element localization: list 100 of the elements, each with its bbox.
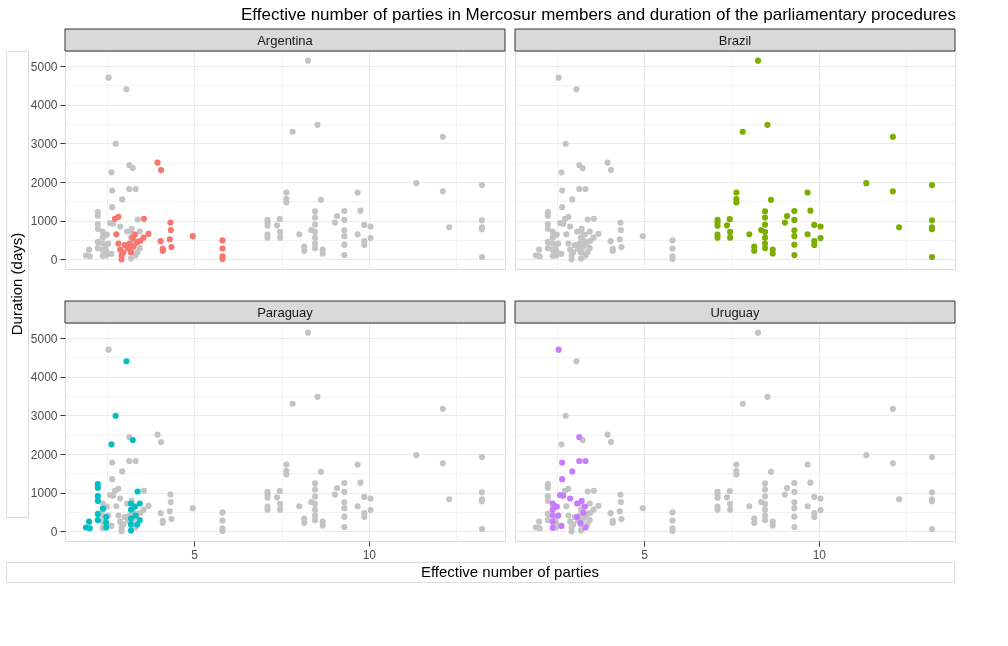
point [166, 236, 173, 243]
point [167, 226, 174, 234]
point [726, 216, 733, 223]
point [761, 208, 769, 215]
point [817, 235, 824, 242]
point [124, 245, 131, 252]
point [219, 245, 226, 252]
point [145, 230, 152, 237]
x-tick-label: 10 [812, 547, 827, 562]
point [555, 346, 562, 353]
point [94, 497, 101, 504]
point [558, 522, 565, 529]
point [761, 214, 769, 221]
point [86, 518, 93, 525]
point [168, 243, 175, 251]
point [581, 503, 588, 510]
point [928, 182, 936, 189]
point [817, 223, 824, 230]
point [549, 500, 556, 507]
point [129, 437, 136, 444]
point [807, 207, 814, 214]
y-tick-label: 0 [50, 252, 58, 267]
point [157, 166, 165, 174]
point [761, 245, 769, 252]
point [863, 180, 870, 187]
point [94, 517, 101, 524]
y-tick-label: 1000 [30, 486, 58, 501]
point [764, 121, 771, 128]
point [761, 228, 769, 235]
point [167, 219, 174, 226]
point [569, 468, 576, 475]
point [723, 222, 731, 229]
point [889, 188, 896, 195]
point [136, 500, 143, 507]
point [574, 500, 581, 507]
point [559, 459, 566, 466]
point [727, 228, 734, 235]
point [896, 224, 903, 231]
point [118, 256, 125, 263]
point [154, 159, 161, 166]
y-tick-label: 5000 [30, 59, 58, 74]
text: Paraguay [257, 305, 314, 320]
x-tick-label: 5 [641, 547, 649, 562]
point [549, 518, 556, 525]
point [112, 412, 119, 419]
point [804, 189, 811, 196]
y-tick-label: 3000 [30, 136, 58, 151]
point [928, 217, 936, 224]
point [94, 493, 101, 500]
point [113, 231, 120, 238]
y-axis-title: Duration (days) [8, 232, 25, 336]
point [189, 233, 196, 240]
point [928, 253, 936, 261]
point [767, 196, 775, 203]
point [219, 237, 226, 244]
point [108, 441, 115, 448]
point [140, 215, 147, 222]
point [739, 128, 746, 135]
point [134, 488, 141, 495]
text: Uruguay [710, 305, 761, 320]
x-axis-title: Effective number of parties [420, 563, 600, 580]
point [791, 233, 798, 240]
y-tick-label: 4000 [30, 370, 58, 385]
point [576, 457, 583, 465]
point [123, 358, 130, 365]
point [783, 212, 791, 220]
point [549, 524, 556, 531]
point [103, 524, 110, 531]
text: Effective number of parties in Mercosur members and duration of the parliamentary procedures [241, 5, 956, 24]
point [86, 525, 93, 532]
y-tick-label: 3000 [30, 408, 58, 423]
point [791, 252, 798, 259]
y-tick-label: 0 [50, 524, 58, 539]
point [560, 492, 567, 499]
point [582, 457, 589, 465]
point [549, 512, 556, 519]
text: Argentina [257, 33, 314, 48]
point [804, 231, 811, 238]
point [733, 199, 740, 206]
point [576, 433, 583, 441]
point [889, 133, 896, 140]
point [157, 238, 164, 245]
y-tick-label: 1000 [30, 214, 58, 229]
point [733, 189, 740, 196]
point [761, 221, 769, 228]
x-tick-label: 5 [191, 547, 199, 562]
point [791, 216, 798, 223]
y-tick-label: 4000 [30, 98, 58, 113]
point [127, 527, 135, 534]
point [769, 250, 776, 257]
point [115, 213, 122, 220]
x-tick-label: 10 [362, 547, 377, 562]
point [791, 241, 798, 248]
y-tick-label: 2000 [30, 175, 58, 190]
y-tick-label: 2000 [30, 447, 58, 462]
point [727, 234, 734, 241]
point [811, 221, 818, 229]
point [761, 234, 769, 241]
point [781, 219, 789, 226]
y-tick-label: 5000 [30, 331, 58, 346]
